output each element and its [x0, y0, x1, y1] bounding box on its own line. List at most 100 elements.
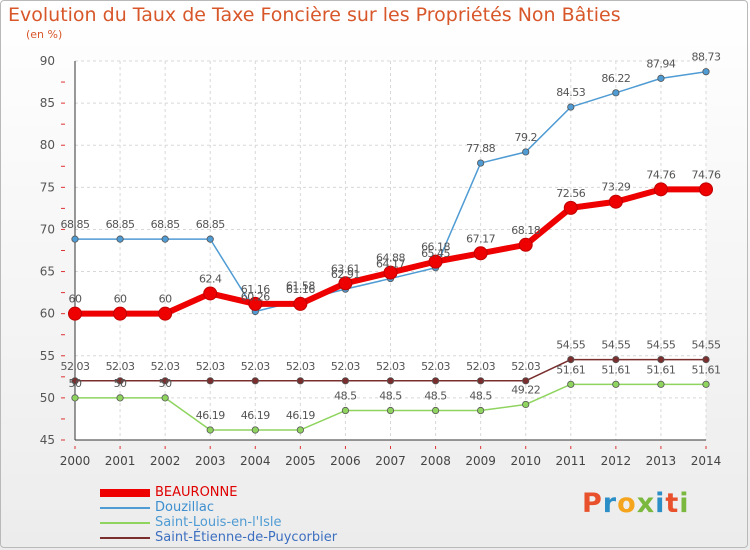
- legend-swatch: [100, 522, 150, 524]
- data-point: [248, 296, 263, 311]
- legend-item: Saint-Étienne-de-Puycorbier: [100, 530, 360, 545]
- data-label: 73.29: [601, 181, 630, 194]
- x-tick-label: 2010: [510, 454, 541, 468]
- data-label: 79.2: [514, 131, 537, 144]
- y-tick-label: 85: [40, 96, 55, 110]
- brand-logo: Proxiti: [582, 488, 690, 519]
- data-point: [161, 235, 169, 243]
- data-label: 60: [114, 293, 127, 306]
- y-tick-label: 90: [40, 54, 55, 68]
- data-label: 54.55: [601, 339, 630, 352]
- data-label: 52.03: [466, 360, 495, 373]
- brand-letter: i: [655, 488, 666, 519]
- data-point: [71, 235, 79, 243]
- data-label: 54.55: [646, 339, 675, 352]
- data-label: 50: [114, 377, 127, 390]
- brand-letter: t: [665, 488, 680, 519]
- data-label: 49.22: [511, 383, 540, 396]
- data-label: 64.17: [376, 258, 405, 271]
- data-point: [116, 235, 124, 243]
- chart-title: Evolution du Taux de Taxe Foncière sur l…: [8, 4, 621, 26]
- data-label: 62.91: [331, 268, 360, 281]
- data-label: 46.19: [241, 409, 270, 422]
- legend-swatch: [100, 537, 150, 539]
- x-tick-label: 2006: [330, 454, 361, 468]
- data-label: 52.03: [241, 360, 270, 373]
- x-tick-label: 2013: [646, 454, 677, 468]
- data-point: [383, 265, 398, 280]
- plot-area: [75, 61, 706, 440]
- data-label: 52.03: [106, 360, 135, 373]
- y-tick-label: 60: [40, 307, 55, 321]
- data-point: [522, 148, 530, 156]
- data-label: 68.85: [106, 218, 135, 231]
- data-label: 64.88: [376, 252, 405, 265]
- data-label: 48.5: [379, 390, 402, 403]
- brand-letter: i: [679, 488, 690, 519]
- data-label: 51.61: [556, 363, 585, 376]
- data-point: [567, 355, 575, 364]
- data-point: [477, 159, 485, 167]
- data-point: [341, 406, 350, 415]
- data-label: 74.76: [692, 168, 721, 181]
- data-label: 52.03: [331, 360, 360, 373]
- x-tick-label: 2012: [601, 454, 632, 468]
- line-chart: 45 50 55 60 65 70 75 80 85 90 2000 2001 2002 2003 2004…: [40, 51, 722, 468]
- data-point: [251, 377, 259, 385]
- data-label: 60: [159, 293, 172, 306]
- data-label: 77.88: [466, 142, 495, 155]
- data-point: [612, 355, 620, 364]
- x-tick-label: 2004: [240, 454, 271, 468]
- legend-label: Douzillac: [155, 500, 214, 515]
- x-tick-label: 2011: [556, 454, 587, 468]
- data-label: 62.4: [199, 272, 222, 285]
- x-tick-label: 2008: [420, 454, 451, 468]
- x-tick-label: 2009: [465, 454, 496, 468]
- y-tick-label: 80: [40, 138, 55, 152]
- data-label: 88.73: [692, 51, 721, 64]
- data-label: 61.16: [241, 283, 270, 296]
- data-label: 61.58: [286, 279, 315, 292]
- x-tick-label: 2001: [105, 454, 136, 468]
- legend-label: BEAURONNE: [155, 485, 238, 500]
- data-point: [203, 286, 218, 301]
- data-point: [206, 426, 214, 434]
- data-point: [161, 394, 169, 402]
- data-point: [161, 377, 169, 385]
- data-point: [158, 306, 173, 321]
- data-point: [296, 426, 304, 434]
- data-point: [431, 406, 440, 415]
- data-label: 68.85: [61, 218, 90, 231]
- data-point: [699, 182, 713, 197]
- legend-item: Saint-Louis-en-l'Isle: [100, 515, 360, 530]
- data-point: [518, 237, 533, 252]
- data-label: 63.61: [331, 262, 360, 275]
- data-point: [293, 296, 308, 311]
- legend-label: Saint-Louis-en-l'Isle: [155, 515, 282, 530]
- legend-item: BEAURONNE: [100, 485, 360, 500]
- data-point: [477, 406, 485, 415]
- data-label: 86.22: [601, 72, 630, 85]
- legend-swatch: [100, 489, 150, 497]
- data-label: 74.76: [646, 168, 675, 181]
- y-tick-label: 75: [40, 180, 55, 194]
- data-label: 67.17: [466, 232, 495, 245]
- data-point: [386, 406, 395, 415]
- data-point: [567, 380, 575, 388]
- data-point: [702, 355, 710, 364]
- x-tick-label: 2007: [375, 454, 406, 468]
- data-point: [341, 377, 350, 385]
- data-point: [612, 380, 620, 388]
- data-label: 52.03: [196, 360, 225, 373]
- x-tick-label: 2003: [195, 454, 226, 468]
- data-label: 48.5: [469, 390, 492, 403]
- y-tick-label: 50: [40, 391, 55, 405]
- data-point: [522, 377, 530, 385]
- data-point: [251, 426, 259, 434]
- data-label: 51.61: [601, 363, 630, 376]
- data-label: 52.03: [421, 360, 450, 373]
- data-point: [612, 89, 620, 97]
- data-label: 48.5: [424, 390, 447, 403]
- data-point: [68, 306, 82, 321]
